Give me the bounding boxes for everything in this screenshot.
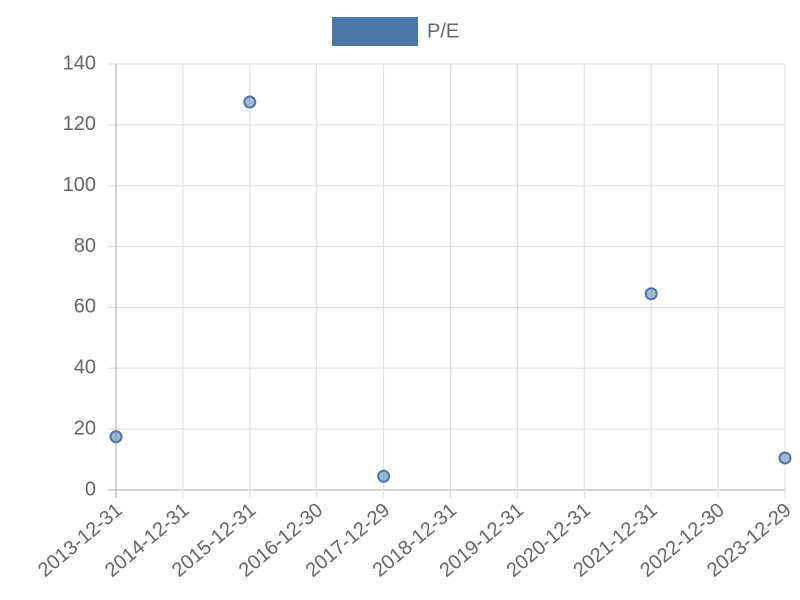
y-tick-label: 40 bbox=[74, 357, 96, 379]
legend-label: P/E bbox=[427, 20, 459, 42]
y-tick-label: 20 bbox=[74, 417, 96, 439]
y-tick-label: 80 bbox=[74, 235, 96, 257]
y-tick-label: 100 bbox=[63, 174, 96, 196]
legend: P/E bbox=[332, 17, 459, 46]
y-tick-label: 140 bbox=[63, 52, 96, 74]
data-point bbox=[377, 469, 391, 483]
y-tick-label: 120 bbox=[63, 113, 96, 135]
y-tick-label: 60 bbox=[74, 296, 96, 318]
data-point bbox=[243, 95, 257, 109]
y-tick-label: 0 bbox=[85, 478, 96, 500]
legend-swatch bbox=[332, 17, 418, 46]
data-point bbox=[109, 430, 123, 444]
data-point bbox=[778, 451, 792, 465]
data-point bbox=[644, 287, 658, 301]
